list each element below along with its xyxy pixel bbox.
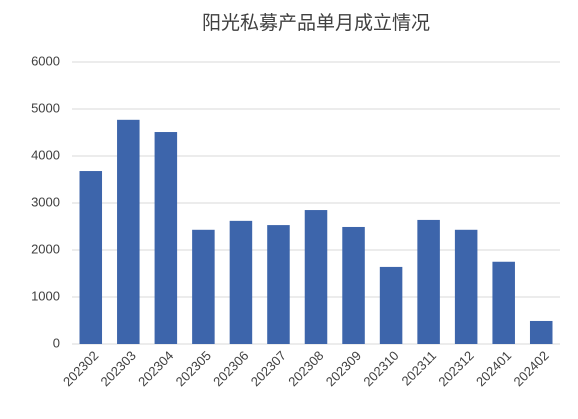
bar bbox=[79, 171, 103, 344]
y-tick-label: 4000 bbox=[31, 147, 60, 162]
x-tick-label: 202312 bbox=[435, 348, 476, 389]
bar bbox=[492, 261, 515, 344]
bar bbox=[267, 225, 290, 344]
x-tick-label: 202307 bbox=[248, 348, 289, 389]
x-tick-label: 202305 bbox=[173, 348, 214, 389]
y-tick-label: 6000 bbox=[31, 53, 60, 68]
bar bbox=[342, 226, 365, 344]
x-tick-label: 202309 bbox=[323, 348, 364, 389]
x-tick-label: 202401 bbox=[473, 348, 514, 389]
bar bbox=[454, 229, 478, 344]
x-tick-label: 202311 bbox=[399, 348, 440, 389]
y-tick-label: 5000 bbox=[31, 100, 60, 115]
x-tick-label: 202304 bbox=[135, 348, 176, 389]
bar bbox=[117, 119, 140, 344]
y-tick-label: 2000 bbox=[31, 241, 60, 256]
chart-title: 阳光私募产品单月成立情况 bbox=[202, 12, 430, 34]
bar bbox=[379, 266, 403, 344]
y-tick-label: 1000 bbox=[31, 288, 60, 303]
bar bbox=[304, 210, 328, 344]
bar bbox=[154, 132, 178, 344]
bar bbox=[417, 219, 440, 344]
x-tick-label: 202402 bbox=[510, 348, 551, 389]
y-tick-label: 3000 bbox=[31, 194, 60, 209]
bar bbox=[192, 229, 215, 344]
bar bbox=[529, 320, 553, 344]
x-tick-label: 202303 bbox=[98, 348, 139, 389]
bar bbox=[229, 220, 253, 344]
x-tick-label: 202310 bbox=[360, 348, 401, 389]
x-tick-label: 202308 bbox=[285, 348, 326, 389]
x-tick-label: 202306 bbox=[210, 348, 251, 389]
x-tick-label: 202302 bbox=[60, 348, 101, 389]
y-tick-label: 0 bbox=[53, 335, 60, 350]
